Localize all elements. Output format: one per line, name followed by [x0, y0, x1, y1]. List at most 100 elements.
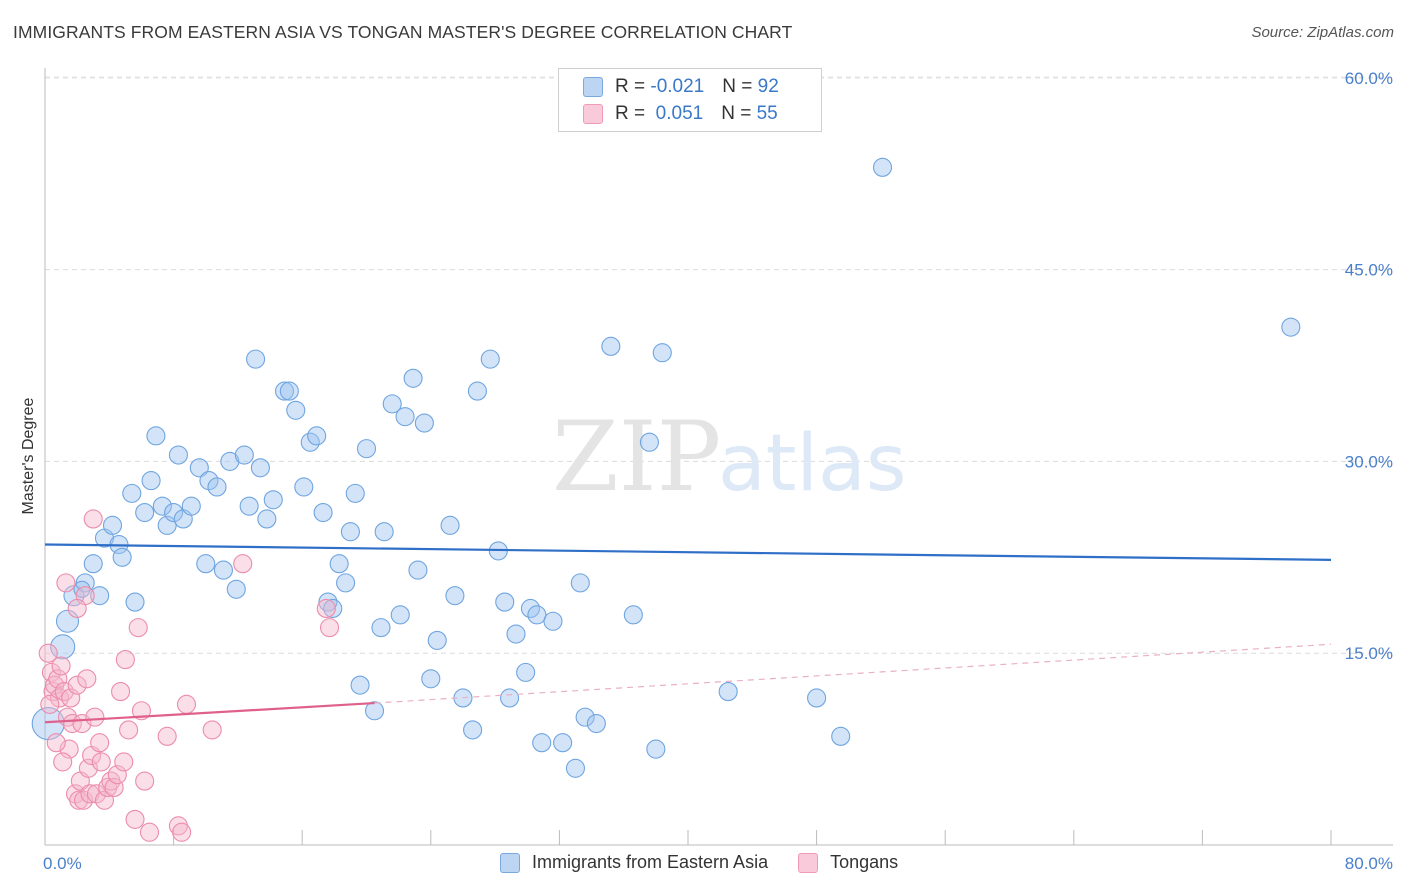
tongan-point: [40, 694, 60, 714]
tick-labels: 15.0% 30.0% 45.0% 60.0% 0.0% 80.0%: [43, 69, 1393, 873]
tongan-point: [128, 618, 148, 638]
tongan-point: [319, 618, 340, 638]
eastern-asia-point: [395, 407, 415, 427]
tongan-point: [233, 554, 253, 574]
tongan-point: [56, 573, 76, 593]
eastern-asia-point: [189, 458, 209, 478]
tongan-point: [91, 752, 111, 772]
eastern-asia-point: [313, 503, 333, 523]
tongan-point: [69, 790, 89, 810]
tongan-point: [53, 752, 73, 772]
eastern-asia-point: [345, 483, 365, 503]
tongan-point: [135, 771, 155, 791]
eastern-asia-point: [73, 580, 91, 598]
legend-item-tongans: Tongans: [798, 852, 898, 873]
eastern-asia-point: [152, 496, 172, 516]
eastern-asia-point: [1281, 317, 1301, 337]
tongan-point: [202, 720, 222, 740]
eastern-asia-point: [90, 586, 110, 606]
tongan-point: [83, 509, 103, 529]
x-tick-label: 0.0%: [43, 854, 82, 873]
eastern-asia-point: [196, 554, 216, 574]
tongan-point: [80, 784, 100, 804]
eastern-asia-point: [340, 522, 360, 542]
eastern-asia-point: [279, 381, 299, 401]
trend-lines: [44, 543, 1332, 724]
y-tick-label: 30.0%: [1345, 452, 1393, 471]
trend-line-tongans: [44, 701, 375, 724]
legend-r-value: -0.021: [650, 76, 705, 97]
tongan-point: [104, 777, 124, 798]
eastern-asia-point: [371, 618, 391, 638]
eastern-asia-point: [718, 682, 738, 702]
eastern-asia-point: [102, 515, 123, 535]
tongan-point: [131, 701, 151, 721]
x-tick-label: 80.0%: [1345, 854, 1393, 873]
eastern-asia-point: [307, 426, 327, 446]
tongan-point: [67, 675, 87, 695]
axes: [44, 68, 1393, 846]
eastern-asia-point: [586, 713, 606, 734]
tongan-point: [139, 822, 160, 842]
tongan-point: [172, 822, 192, 842]
tongan-point: [111, 682, 131, 702]
eastern-asia-point: [274, 381, 295, 401]
eastern-asia-point: [408, 560, 428, 580]
eastern-asia-point: [364, 701, 385, 721]
eastern-asia-point: [445, 586, 465, 606]
watermark: ZIP atlas: [552, 401, 907, 513]
eastern-asia-point: [575, 707, 595, 727]
legend-swatch-tongans: [798, 852, 819, 873]
eastern-asia-point: [112, 547, 132, 567]
trend-line-eastern-asia: [44, 543, 1332, 561]
eastern-asia-point: [623, 605, 643, 625]
legend-n-value: 92: [757, 76, 779, 97]
eastern-asia-point: [141, 471, 161, 491]
eastern-asia-point: [565, 758, 586, 778]
chart-title: IMMIGRANTS FROM EASTERN ASIA VS TONGAN M…: [13, 22, 793, 42]
eastern-asia-point: [872, 157, 893, 177]
eastern-asia-point: [382, 394, 402, 414]
legend-n-value: 55: [756, 103, 778, 124]
eastern-asia-point: [427, 630, 447, 650]
legend-n-label: N =: [721, 103, 757, 124]
watermark-zip: ZIP: [552, 401, 721, 513]
eastern-asia-point: [213, 560, 233, 580]
eastern-asia-point: [329, 554, 349, 574]
eastern-asia-point: [646, 739, 666, 759]
y-tick-label: 60.0%: [1345, 69, 1393, 88]
tongan-point: [115, 650, 135, 670]
tongan-point: [125, 809, 145, 829]
tongan-point: [38, 643, 58, 663]
eastern-asia-point: [135, 503, 155, 523]
eastern-asia-point: [414, 413, 434, 433]
eastern-asia-point: [294, 477, 314, 497]
eastern-asia-point: [553, 733, 573, 753]
eastern-asia-point: [336, 573, 356, 593]
eastern-asia-point: [323, 598, 343, 619]
eastern-asia-point: [168, 445, 188, 465]
eastern-asia-point: [421, 669, 441, 689]
legend-r-label: R =: [615, 103, 651, 124]
tongan-point: [62, 713, 82, 734]
eastern-asia-point: [350, 675, 370, 695]
source-label: Source: ZipAtlas.com: [1251, 24, 1394, 41]
legend-swatch-eastern-asia: [583, 77, 603, 97]
legend-swatch-tongans: [583, 104, 603, 124]
eastern-asia-point: [226, 579, 246, 599]
eastern-asia-point: [480, 349, 500, 369]
data-points: [31, 157, 1301, 842]
legend-label-tongans: Tongans: [830, 852, 899, 872]
eastern-asia-point: [220, 451, 240, 471]
eastern-asia-point: [601, 336, 621, 356]
eastern-asia-point: [532, 733, 552, 753]
eastern-asia-point: [463, 720, 483, 740]
eastern-asia-point: [234, 445, 254, 465]
tongan-point: [176, 694, 197, 714]
eastern-asia-point: [246, 349, 266, 369]
tongan-point: [85, 707, 105, 727]
eastern-asia-point: [199, 471, 219, 491]
trend-line-tongans-extrapolated: [374, 643, 1332, 704]
eastern-asia-point: [495, 592, 515, 612]
